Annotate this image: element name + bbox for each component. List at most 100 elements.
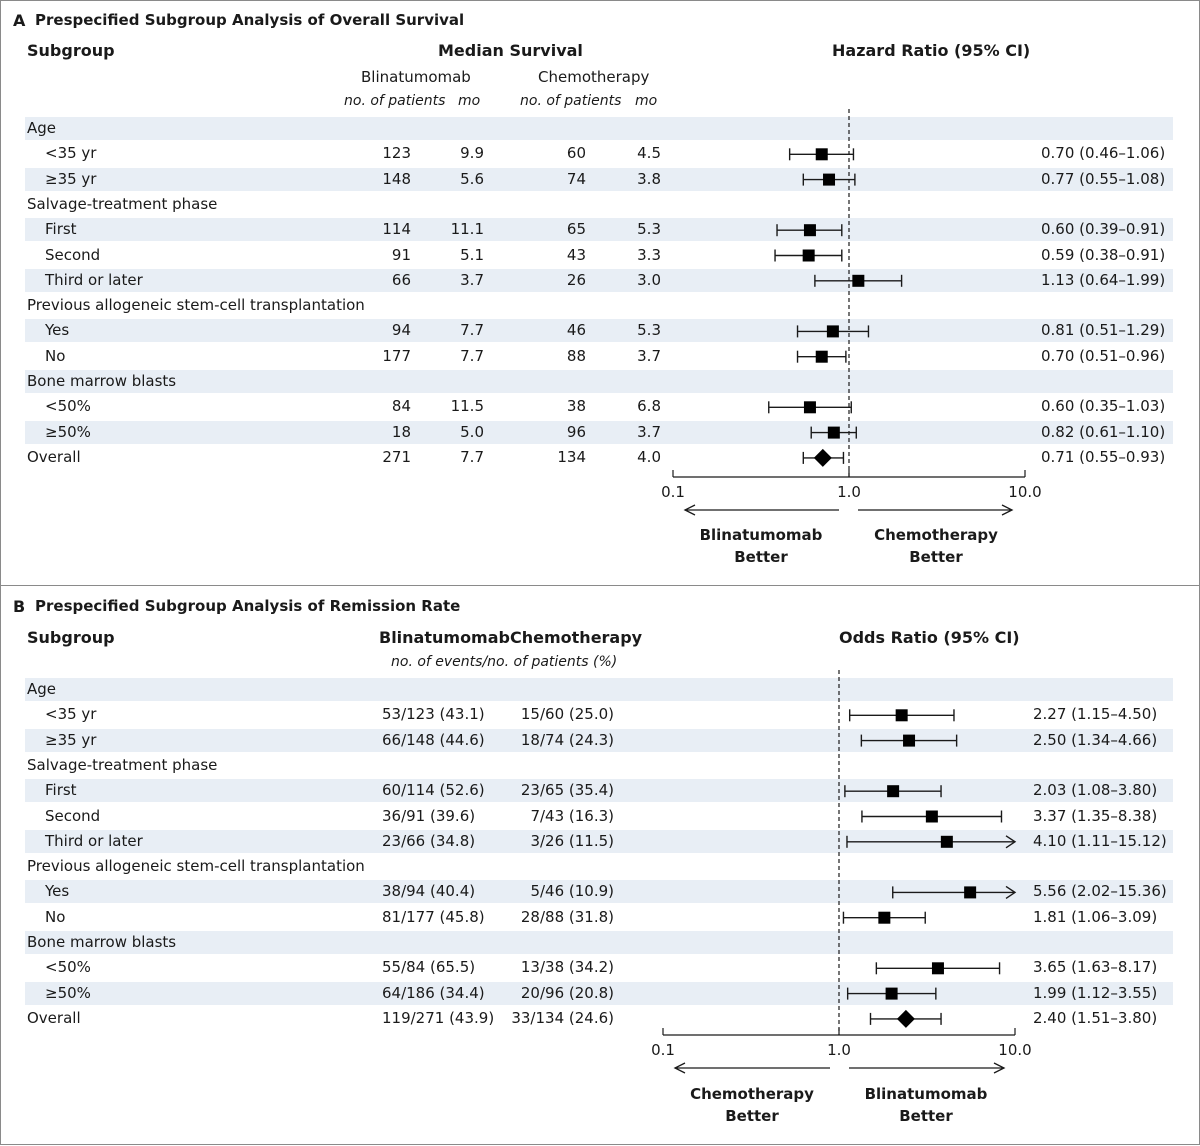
- point-estimate-square: [815, 148, 828, 161]
- blinatumomab-median-mo-value: 5.6: [460, 169, 484, 188]
- subgroup-row-label: Yes: [45, 882, 70, 901]
- point-estimate-square: [815, 350, 828, 363]
- x-axis-tick-label: 10.0: [1008, 483, 1041, 501]
- chemotherapy-patients-value: 96: [566, 422, 586, 441]
- point-estimate-square: [827, 426, 840, 439]
- subgroup-category-label: Bone marrow blasts: [27, 933, 177, 951]
- x-axis-tick-label: 10.0: [998, 1041, 1031, 1059]
- chemotherapy-median-mo-value: 3.3: [637, 245, 661, 264]
- blinatumomab-events-value: 64/186 (34.4): [382, 983, 485, 1002]
- subgroup-row-label: ≥35 yr: [45, 730, 97, 749]
- subgroup-row-label: Overall: [27, 447, 81, 466]
- blinatumomab-patients-value: 177: [382, 346, 411, 365]
- subgroup-row-label: <50%: [45, 397, 91, 416]
- effect-ci-value: 0.60 (0.35–1.03): [1041, 397, 1166, 416]
- panel-b-title: Prespecified Subgroup Analysis of Remiss…: [35, 597, 461, 615]
- x-axis-tick-label: 0.1: [661, 483, 685, 501]
- row-band: [25, 420, 1173, 444]
- subgroup-category-label: Previous allogeneic stem-cell transplant…: [27, 296, 365, 315]
- panel-b-forest-plot: 0.1 1.0 10.0: [651, 670, 1032, 1074]
- blinatumomab-events-value: 55/84 (65.5): [382, 958, 476, 977]
- chemotherapy-events-value: 15/60 (25.0): [520, 705, 614, 724]
- blinatumomab-median-mo-value: 11.5: [450, 397, 484, 416]
- panel-a-c-unit-mo: mo: [635, 93, 658, 109]
- row-band: [25, 678, 1173, 701]
- x-axis-tick-label: 1.0: [837, 483, 861, 501]
- effect-ci-value: 0.81 (0.51–1.29): [1041, 321, 1166, 340]
- blinatumomab-events-value: 38/94 (40.4): [382, 882, 476, 901]
- right-direction-arrowhead: [993, 1062, 1006, 1074]
- overall-estimate-diamond: [896, 1009, 915, 1028]
- subgroup-row-label: <50%: [45, 958, 91, 977]
- ci-truncation-arrow: [1005, 835, 1017, 849]
- point-estimate-square: [887, 785, 900, 798]
- subgroup-row-label: No: [45, 346, 66, 365]
- panel-a-forest-plot: 0.1 1.0 10.0: [661, 109, 1042, 516]
- subgroup-category-label: Bone marrow blasts: [27, 372, 177, 390]
- blinatumomab-median-mo-value: 7.7: [460, 346, 484, 365]
- point-estimate-square: [931, 962, 944, 975]
- chemotherapy-median-mo-value: 3.0: [637, 270, 661, 289]
- x-axis-tick-label: 0.1: [651, 1041, 675, 1059]
- blinatumomab-events-value: 60/114 (52.6): [382, 781, 485, 800]
- panel-a-group1-header: Blinatumomab: [361, 68, 471, 86]
- chemotherapy-median-mo-value: 4.5: [637, 144, 661, 163]
- panel-b-group2-header: Chemotherapy: [510, 628, 643, 647]
- blinatumomab-events-value: 66/148 (44.6): [382, 730, 485, 749]
- blinatumomab-events-value: 53/123 (43.1): [382, 705, 485, 724]
- panel-b-subgroup-header: Subgroup: [27, 628, 115, 647]
- chemotherapy-median-mo-value: 6.8: [637, 397, 661, 416]
- subgroup-row-label: No: [45, 907, 66, 926]
- subgroup-category-label: Age: [27, 119, 57, 137]
- blinatumomab-patients-value: 84: [391, 397, 411, 416]
- chemotherapy-patients-value: 46: [566, 321, 586, 340]
- point-estimate-square: [803, 401, 816, 414]
- blinatumomab-median-mo-value: 7.7: [460, 321, 484, 340]
- effect-ci-value: 1.99 (1.12–3.55): [1033, 983, 1158, 1002]
- blinatumomab-patients-value: 114: [382, 220, 411, 239]
- point-estimate-square: [802, 249, 815, 262]
- subgroup-category-label: Age: [27, 680, 57, 698]
- effect-ci-value: 0.77 (0.55–1.08): [1041, 169, 1166, 188]
- subgroup-row-label: Third or later: [45, 831, 143, 850]
- subgroup-row-label: Yes: [45, 321, 70, 340]
- overall-estimate-diamond: [813, 448, 832, 467]
- effect-ci-value: 1.13 (0.64–1.99): [1041, 270, 1166, 289]
- ci-truncation-arrow: [1005, 885, 1017, 899]
- panel-a-title: Prespecified Subgroup Analysis of Overal…: [35, 11, 465, 29]
- blinatumomab-events-value: 119/271 (43.9): [382, 1008, 495, 1027]
- panel-a-group2-header: Chemotherapy: [538, 68, 650, 86]
- chemotherapy-patients-value: 43: [566, 245, 586, 264]
- chemotherapy-patients-value: 26: [566, 270, 586, 289]
- subgroup-row-label: <35 yr: [45, 705, 97, 724]
- row-band: [25, 268, 1173, 292]
- chemotherapy-patients-value: 60: [566, 144, 586, 163]
- chemotherapy-patients-value: 88: [566, 346, 586, 365]
- subgroup-row-label: First: [45, 220, 77, 239]
- panel-b-group1-header: Blinatumomab: [379, 628, 510, 647]
- subgroup-row-label: <35 yr: [45, 144, 97, 163]
- effect-ci-value: 5.56 (2.02–15.36): [1033, 882, 1167, 901]
- point-estimate-square: [852, 274, 865, 287]
- effect-ci-value: 0.60 (0.39–0.91): [1041, 220, 1166, 239]
- point-estimate-square: [940, 835, 953, 848]
- x-axis-tick-label: 1.0: [827, 1041, 851, 1059]
- row-band: [25, 370, 1173, 393]
- subgroup-row-label: Second: [45, 245, 101, 264]
- chemotherapy-events-value: 28/88 (31.8): [520, 907, 614, 926]
- chemotherapy-events-value: 5/46 (10.9): [530, 882, 614, 901]
- chemotherapy-events-value: 18/74 (24.3): [520, 730, 614, 749]
- effect-ci-value: 0.59 (0.38–0.91): [1041, 245, 1166, 264]
- blinatumomab-patients-value: 271: [382, 447, 411, 466]
- subgroup-row-label: Third or later: [45, 270, 143, 289]
- blinatumomab-median-mo-value: 5.0: [460, 422, 484, 441]
- chemotherapy-median-mo-value: 3.7: [637, 422, 661, 441]
- blinatumomab-median-mo-value: 9.9: [460, 144, 484, 163]
- subgroup-row-label: ≥50%: [45, 422, 91, 441]
- left-direction-arrowhead: [673, 1062, 686, 1074]
- subgroup-row-label: First: [45, 781, 77, 800]
- point-estimate-square: [823, 173, 836, 186]
- blinatumomab-median-mo-value: 7.7: [460, 447, 484, 466]
- row-band: [25, 779, 1173, 803]
- chemotherapy-events-value: 7/43 (16.3): [530, 806, 614, 825]
